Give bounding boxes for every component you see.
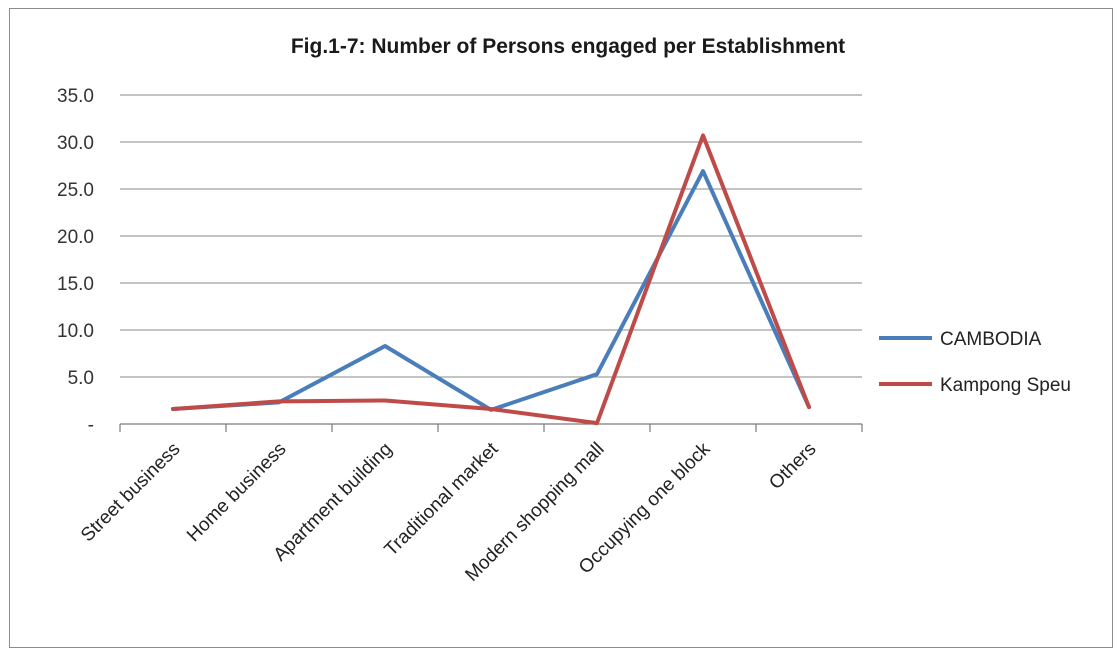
y-tick-label: 10.0: [57, 321, 94, 342]
y-tick-label: 30.0: [57, 133, 94, 154]
y-axis-tick-labels: - 5.0 10.0 15.0 20.0 25.0 30.0 35.0: [57, 86, 94, 436]
x-tick-label: Home business: [183, 439, 290, 546]
y-tick-label: 20.0: [57, 227, 94, 248]
chart-title: Fig.1-7: Number of Persons engaged per E…: [291, 35, 845, 58]
legend-label: CAMBODIA: [940, 329, 1042, 350]
gridlines: [120, 94, 862, 378]
x-tick-label: Street business: [77, 439, 184, 546]
y-tick-label: 25.0: [57, 180, 94, 201]
legend-label: Kampong Speu: [940, 375, 1071, 396]
y-tick-label: 35.0: [57, 86, 94, 107]
chart-frame: [9, 8, 1113, 648]
x-tick-label: Traditional market: [381, 438, 503, 560]
y-tick-label: -: [88, 415, 94, 436]
y-tick-label: 15.0: [57, 274, 94, 295]
legend: CAMBODIA Kampong Speu: [879, 329, 1071, 396]
series-lines: [171, 133, 811, 426]
x-tick-label: Apartment building: [270, 439, 397, 566]
x-tick-label: Others: [765, 439, 820, 494]
series-line: [171, 133, 811, 426]
series-line: [171, 169, 811, 412]
y-tick-label: 5.0: [68, 368, 94, 389]
x-axis: [119, 423, 863, 432]
